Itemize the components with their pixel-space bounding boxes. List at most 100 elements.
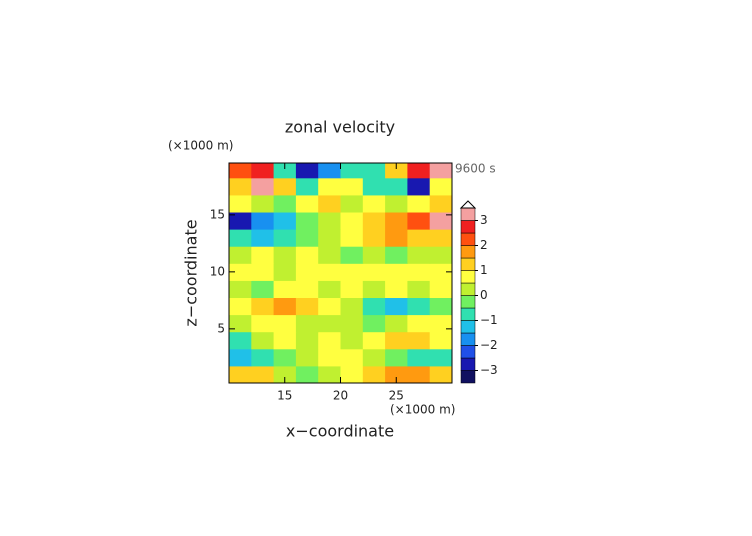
cell [429, 263, 452, 281]
cell [385, 297, 408, 316]
cell [229, 263, 252, 281]
cell [251, 163, 275, 179]
cell [362, 280, 386, 299]
cell [385, 177, 408, 196]
y-tick-label: 10 [210, 264, 225, 278]
cell [362, 365, 386, 383]
field [229, 163, 452, 383]
colorbar-tick-label: −1 [480, 313, 498, 327]
cell [318, 194, 341, 213]
colorbar-tick-label: −2 [480, 338, 498, 352]
cell [407, 212, 431, 230]
cell [340, 365, 364, 383]
cell [251, 348, 275, 367]
cell [362, 212, 386, 230]
y-unit: (×1000 m) [168, 139, 233, 153]
cell [318, 297, 341, 316]
cell [340, 229, 364, 247]
cell [273, 163, 297, 179]
cell [273, 331, 297, 350]
cell [229, 365, 252, 383]
colorbar-arrow [459, 200, 477, 209]
cell [340, 194, 364, 213]
colorbar-band [460, 332, 476, 346]
cell [407, 331, 431, 350]
x-unit: (×1000 m) [390, 403, 455, 417]
cell [273, 212, 297, 230]
cell [362, 177, 386, 196]
colorbar-tick-label: 2 [480, 238, 488, 252]
cell [229, 229, 252, 247]
cell [273, 229, 297, 247]
cell [340, 348, 364, 367]
cell [340, 280, 364, 299]
cell [429, 194, 452, 213]
cell [429, 229, 452, 247]
colorbar-tick-label: 1 [480, 263, 488, 277]
cell [295, 246, 319, 264]
cell [385, 194, 408, 213]
cell [318, 229, 341, 247]
cell [362, 314, 386, 333]
colorbar-band [460, 220, 476, 234]
cell [385, 263, 408, 281]
cell [407, 194, 431, 213]
cell [318, 263, 341, 281]
cell [340, 263, 364, 281]
cell [295, 331, 319, 350]
colorbar-band [460, 370, 476, 384]
cell [251, 194, 275, 213]
colorbar-band [460, 207, 476, 221]
cell [429, 365, 452, 383]
cell [385, 229, 408, 247]
cell [295, 314, 319, 333]
cell [340, 163, 364, 179]
cell [362, 163, 386, 179]
cell [251, 314, 275, 333]
cell [273, 263, 297, 281]
cell [273, 297, 297, 316]
x-label: x−coordinate [286, 422, 394, 441]
cell [229, 194, 252, 213]
cell [362, 297, 386, 316]
cell [318, 331, 341, 350]
cell [273, 177, 297, 196]
cell [407, 163, 431, 179]
colorbar-tick-label: −3 [480, 363, 498, 377]
cell [429, 177, 452, 196]
cell [229, 212, 252, 230]
cell [295, 348, 319, 367]
colorbar-band [460, 320, 476, 334]
cell [385, 280, 408, 299]
y-label: z−coordinate [182, 219, 201, 326]
colorbar-band [460, 282, 476, 296]
cell [273, 348, 297, 367]
cell [273, 365, 297, 383]
colorbar-band [460, 295, 476, 309]
cell [340, 177, 364, 196]
cell [407, 229, 431, 247]
cell [385, 314, 408, 333]
colorbar-band [460, 345, 476, 359]
cell [229, 246, 252, 264]
cell [251, 246, 275, 264]
cell [362, 331, 386, 350]
cell [229, 163, 252, 179]
cell [229, 297, 252, 316]
y-tick-label: 5 [217, 321, 225, 335]
cell [407, 263, 431, 281]
colorbar-tick-label: 0 [480, 288, 488, 302]
cell [362, 229, 386, 247]
cell [429, 163, 452, 179]
cell [295, 297, 319, 316]
cell [273, 194, 297, 213]
cell [295, 365, 319, 383]
cell [429, 280, 452, 299]
colorbar-band [460, 257, 476, 271]
cell [362, 348, 386, 367]
cell [407, 297, 431, 316]
cell [251, 229, 275, 247]
cell [295, 212, 319, 230]
colorbar-band [460, 307, 476, 321]
